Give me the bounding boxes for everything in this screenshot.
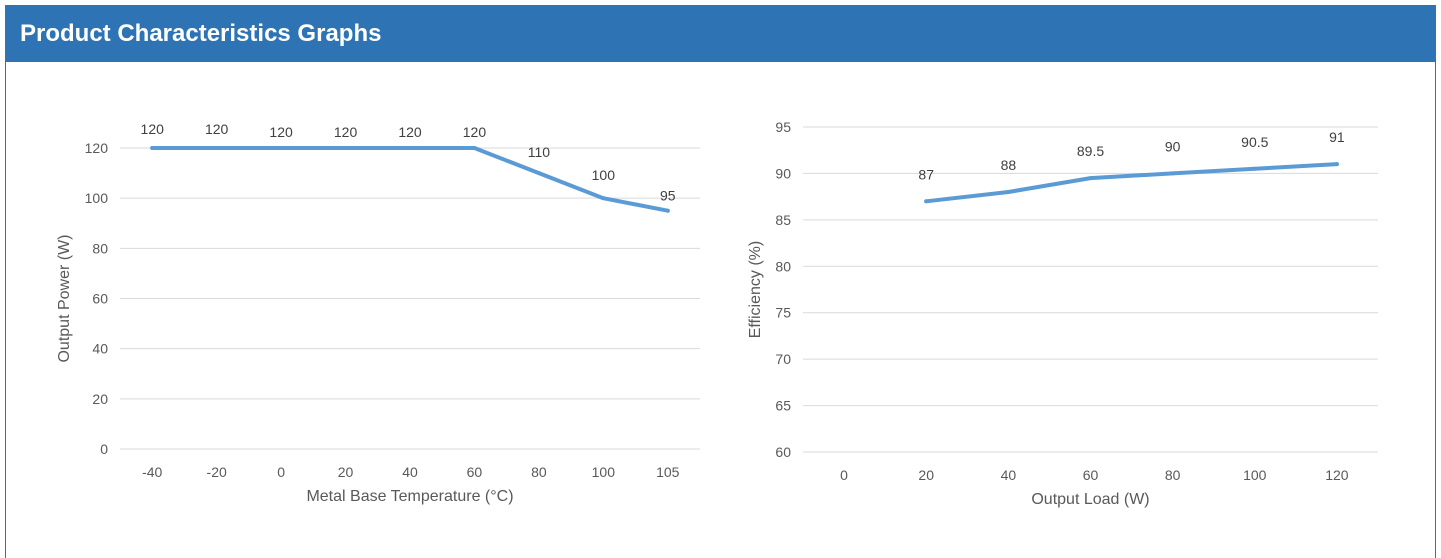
data-point bbox=[1170, 171, 1175, 176]
y-tick-label: 60 bbox=[92, 291, 108, 307]
y-tick-label: 65 bbox=[775, 398, 791, 414]
output-power-chart: 0 20 40 60 80 100 120 -40 -20 0 20 40 60 80 100 105 120 1… bbox=[56, 121, 700, 505]
data-label: 120 bbox=[205, 121, 229, 137]
x-tick-label: 100 bbox=[1243, 467, 1267, 483]
y-tick-label: 70 bbox=[775, 351, 791, 367]
x-tick-label: 40 bbox=[1001, 467, 1017, 483]
data-point bbox=[150, 146, 155, 150]
data-label: 88 bbox=[1001, 157, 1017, 173]
x-tick-label: 20 bbox=[918, 467, 934, 483]
x-tick-label: 40 bbox=[402, 464, 418, 480]
data-label: 100 bbox=[592, 167, 616, 183]
data-point bbox=[279, 146, 284, 150]
data-point bbox=[1006, 190, 1011, 194]
x-tick-label: 60 bbox=[1083, 467, 1099, 483]
y-tick-label: 95 bbox=[775, 119, 791, 135]
data-point bbox=[1088, 176, 1093, 181]
data-label: 120 bbox=[463, 124, 487, 140]
x-tick-label: 100 bbox=[592, 464, 616, 480]
data-point bbox=[1334, 162, 1339, 167]
data-label: 110 bbox=[528, 144, 551, 160]
y-tick-label: 20 bbox=[92, 391, 108, 407]
y-tick-label: 80 bbox=[775, 258, 791, 274]
data-label: 120 bbox=[269, 124, 293, 140]
x-tick-label: 0 bbox=[840, 467, 848, 483]
x-tick-label: -20 bbox=[207, 464, 227, 480]
data-label: 90.5 bbox=[1241, 134, 1268, 150]
data-label: 89.5 bbox=[1077, 143, 1104, 159]
y-tick-label: 120 bbox=[85, 140, 109, 156]
y-tick-label: 75 bbox=[775, 305, 791, 321]
data-label: 95 bbox=[660, 188, 676, 204]
data-label: 87 bbox=[918, 166, 934, 182]
y-axis-title: Output Power (W) bbox=[56, 234, 73, 362]
x-tick-label: 0 bbox=[277, 464, 285, 480]
data-label: 120 bbox=[141, 121, 165, 137]
data-label: 91 bbox=[1329, 129, 1345, 145]
panel-title: Product Characteristics Graphs bbox=[6, 6, 1435, 62]
data-point bbox=[665, 208, 670, 213]
x-tick-label: 80 bbox=[1165, 467, 1181, 483]
data-point bbox=[1252, 166, 1257, 171]
x-tick-label: 80 bbox=[531, 464, 547, 480]
data-point bbox=[924, 199, 929, 204]
y-tick-label: 85 bbox=[775, 212, 791, 228]
x-tick-label: 60 bbox=[467, 464, 483, 480]
data-label: 120 bbox=[334, 124, 358, 140]
data-label: 120 bbox=[398, 124, 422, 140]
data-point bbox=[408, 146, 412, 150]
y-tick-label: 60 bbox=[775, 444, 791, 460]
y-axis-title: Efficiency (%) bbox=[747, 241, 764, 339]
x-tick-label: -40 bbox=[142, 464, 162, 480]
characteristics-panel: Product Characteristics Graphs bbox=[5, 5, 1436, 558]
y-tick-label: 80 bbox=[92, 240, 108, 256]
data-label: 90 bbox=[1165, 138, 1181, 154]
x-axis-title: Metal Base Temperature (°C) bbox=[306, 488, 513, 505]
x-tick-label: 20 bbox=[338, 464, 354, 480]
data-point bbox=[343, 146, 348, 150]
x-axis-title: Output Load (W) bbox=[1031, 491, 1149, 508]
x-tick-label: 105 bbox=[656, 464, 680, 480]
data-point bbox=[214, 146, 219, 150]
y-tick-label: 90 bbox=[775, 165, 791, 181]
data-point bbox=[536, 171, 541, 176]
y-tick-label: 100 bbox=[85, 190, 109, 206]
x-tick-label: 120 bbox=[1325, 467, 1349, 483]
y-tick-label: 0 bbox=[100, 441, 108, 457]
y-tick-label: 40 bbox=[92, 341, 108, 357]
series-line bbox=[924, 162, 1339, 204]
data-point bbox=[601, 196, 606, 201]
data-point bbox=[472, 146, 477, 150]
